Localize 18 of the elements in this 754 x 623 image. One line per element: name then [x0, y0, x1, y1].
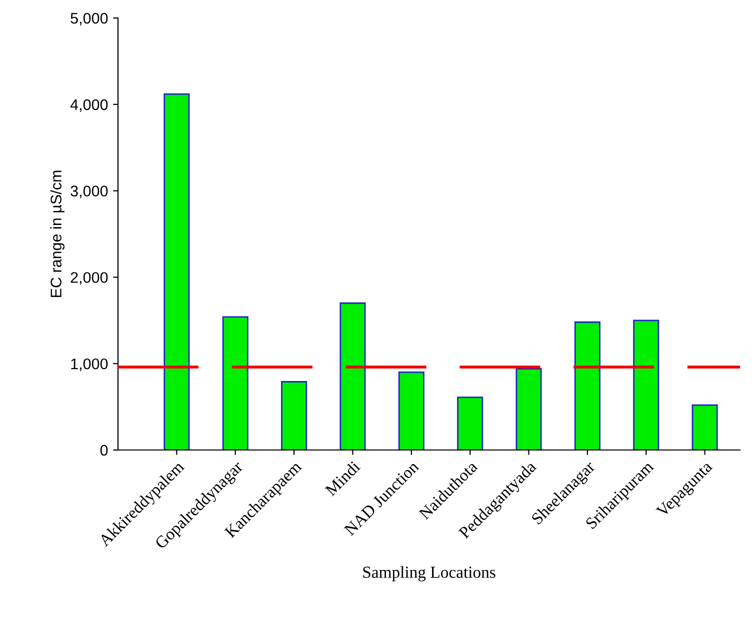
bar [516, 368, 542, 450]
y-axis-title: EC range in µS/cm [50, 170, 64, 298]
y-tick-label: 0 [100, 444, 108, 456]
bar [398, 372, 424, 450]
bar [340, 302, 366, 450]
bar [222, 316, 248, 450]
bar [457, 396, 484, 450]
y-tick-label: 3,000 [70, 186, 108, 198]
bar [633, 320, 660, 450]
y-tick-label: 2,000 [70, 272, 108, 285]
bar [574, 321, 600, 450]
bar [692, 404, 718, 450]
y-tick-label: 4,000 [70, 99, 108, 112]
x-axis-title: Sampling Locations [363, 566, 496, 582]
y-tick-label: 1,000 [71, 358, 108, 372]
y-tick-label: 5,000 [70, 12, 108, 26]
bar [164, 93, 190, 450]
bar [281, 381, 308, 450]
